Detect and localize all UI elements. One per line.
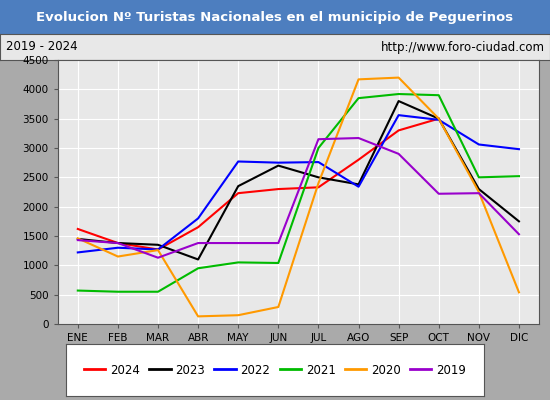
Text: http://www.foro-ciudad.com: http://www.foro-ciudad.com: [381, 40, 544, 54]
Text: Evolucion Nº Turistas Nacionales en el municipio de Peguerinos: Evolucion Nº Turistas Nacionales en el m…: [36, 10, 514, 24]
Legend: 2024, 2023, 2022, 2021, 2020, 2019: 2024, 2023, 2022, 2021, 2020, 2019: [79, 359, 471, 381]
Text: 2019 - 2024: 2019 - 2024: [6, 40, 77, 54]
